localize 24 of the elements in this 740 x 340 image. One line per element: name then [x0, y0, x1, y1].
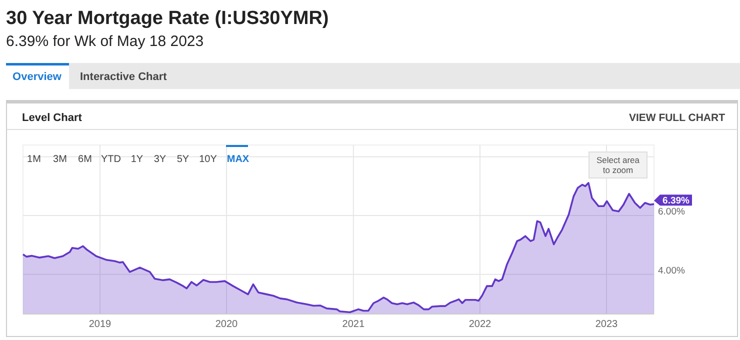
x-tick-label: 2019	[88, 319, 112, 330]
y-tick-label: 4.00%	[658, 265, 686, 276]
annotation: 5Y	[176, 154, 190, 165]
chart-title: 30 Year Mortgage Rate (I:US30YMR)	[6, 8, 329, 29]
text: Overview	[12, 71, 62, 83]
x-tick-label: 2023	[595, 319, 618, 330]
chart-subtitle: 6.39% for Wk of May 18 2023	[6, 33, 204, 50]
text: Level Chart	[22, 112, 82, 124]
annotation: 6M	[78, 154, 92, 165]
annotation: 3M	[53, 154, 67, 165]
text: Interactive Chart	[80, 71, 168, 83]
text: VIEW FULL CHART	[628, 112, 726, 124]
annotation: YTD	[101, 154, 121, 165]
annotation: 3Y	[154, 154, 166, 165]
x-tick-label: 2021	[342, 319, 365, 330]
x-tick-label: 2022	[468, 319, 492, 330]
annotation: 6.39%	[662, 196, 690, 207]
annotation: 1Y	[130, 154, 144, 165]
annotation: Select area to zoom	[596, 155, 640, 175]
annotation: MAX	[226, 154, 250, 165]
x-tick-label: 2020	[215, 319, 238, 330]
y-tick-label: 6.00%	[658, 206, 686, 218]
annotation: 10Y	[199, 154, 218, 165]
annotation: 1M	[27, 154, 41, 165]
